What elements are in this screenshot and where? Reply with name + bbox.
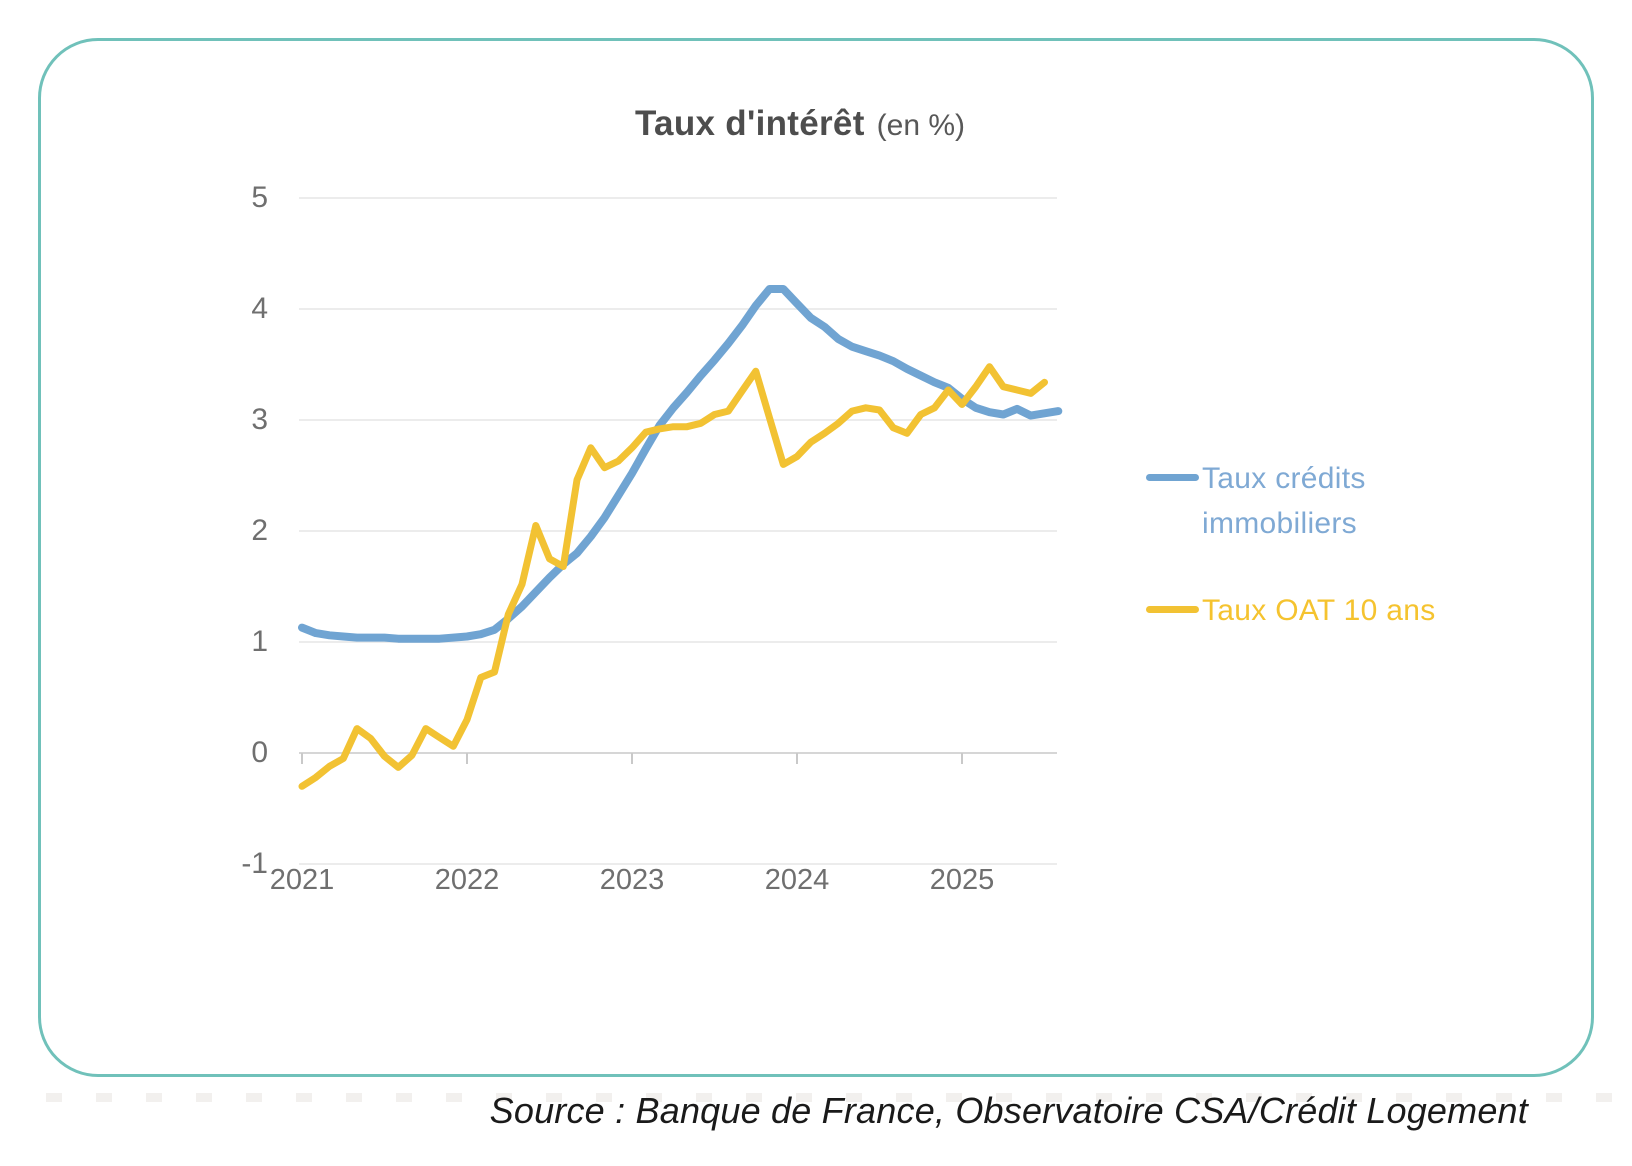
y-axis-tick-label: 5: [251, 181, 268, 214]
y-axis-tick-label: 1: [251, 625, 268, 658]
chart-title: Taux d'intérêt (en %): [300, 104, 1300, 144]
legend-label-oat: Taux OAT 10 ans: [1202, 588, 1436, 633]
y-axis-tick-label: -1: [241, 847, 268, 880]
chart-title-unit: (en %): [876, 109, 966, 142]
legend-label-credits-line1: Taux crédits: [1202, 462, 1366, 495]
y-axis-tick-label: 4: [251, 292, 268, 325]
series-line-credits: [298, 285, 1063, 643]
legend-line-credits-icon: [1146, 474, 1199, 481]
x-axis-tick-label: 2025: [929, 864, 995, 896]
legend-label-oat-line1: Taux OAT 10 ans: [1202, 594, 1436, 627]
dotted-divider: [46, 1093, 1632, 1102]
y-axis-tick-label: 0: [251, 736, 268, 769]
source-caption: Source : Banque de France, Observatoire …: [489, 1090, 1528, 1131]
chart-title-text: Taux d'intérêt: [634, 104, 865, 143]
x-axis-tick-label: 2024: [764, 864, 830, 896]
x-axis-tick-label: 2022: [434, 864, 500, 896]
x-axis-tick-label: 2023: [599, 864, 665, 896]
legend-label-credits: Taux crédits immobiliers: [1202, 456, 1366, 546]
legend-label-credits-line2: immobiliers: [1202, 507, 1357, 540]
y-axis-tick-label: 3: [251, 403, 268, 436]
series-line-oat: [298, 363, 1048, 790]
legend-line-oat-icon: [1146, 606, 1199, 613]
chart-card: [38, 38, 1594, 1077]
x-axis-tick-label: 2021: [269, 864, 335, 896]
y-axis-tick-label: 2: [251, 514, 268, 547]
